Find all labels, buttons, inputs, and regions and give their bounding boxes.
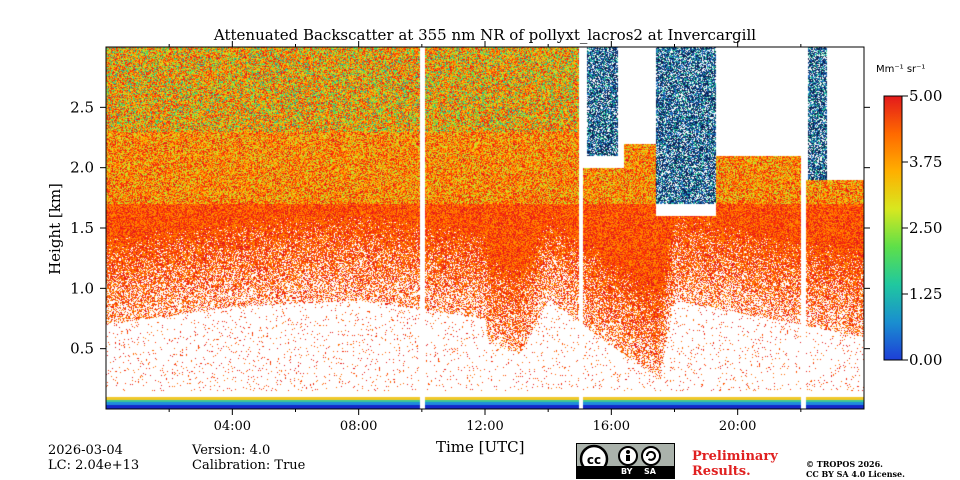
colorbar-tick-label-3: 3.75 <box>909 153 942 171</box>
footer-date: 2026-03-04 <box>48 443 123 458</box>
x-tick-label-0: 04:00 <box>214 419 251 434</box>
footer-version: Version: 4.0 <box>192 443 271 458</box>
x-tick-label-3: 16:00 <box>593 419 630 434</box>
x-tick-label-1: 08:00 <box>340 419 377 434</box>
y-tick-label-0: 0.5 <box>70 340 94 358</box>
colorbar-area <box>884 96 902 360</box>
y-tick-label-4: 2.5 <box>70 98 94 116</box>
footer-calibration: Calibration: True <box>192 458 306 473</box>
x-axis: 04:00 08:00 12:00 16:00 20:00 <box>168 41 802 434</box>
cc-sa-text: SA <box>644 467 656 476</box>
sa-icon <box>641 446 661 466</box>
footer-lc: LC: 2.04e+13 <box>48 458 140 473</box>
colorbar-label: Mm⁻¹ sr⁻¹ <box>876 64 926 75</box>
preliminary-line2: Results. <box>692 464 751 479</box>
x-tick-label-4: 20:00 <box>719 419 756 434</box>
colorbar-tick-label-0: 0.00 <box>909 351 942 369</box>
cc-by-text: BY <box>621 467 633 476</box>
colorbar-tick-label-4: 5.00 <box>909 87 942 105</box>
y-tick-label-2: 1.5 <box>70 219 94 237</box>
cc-license-badge: cc BY SA <box>576 443 675 479</box>
copyright-line2: CC BY SA 4.0 License. <box>806 469 905 479</box>
y-tick-label-3: 2.0 <box>70 159 94 177</box>
preliminary-line1: Preliminary <box>692 449 778 464</box>
colorbar <box>884 96 902 360</box>
x-tick-label-2: 12:00 <box>466 419 503 434</box>
y-axis-label: Height [km] <box>46 183 64 275</box>
x-axis-label: Time [UTC] <box>436 438 525 456</box>
colorbar-axis: 0.00 1.25 2.50 3.75 5.00 <box>902 87 942 369</box>
colorbar-tick-label-2: 2.50 <box>909 219 942 237</box>
y-axis: 0.5 1.0 1.5 2.0 2.5 <box>70 98 870 358</box>
chart-title: Attenuated Backscatter at 355 nm NR of p… <box>213 26 757 44</box>
copyright-line1: © TROPOS 2026. <box>806 459 883 469</box>
backscatter-heatmap <box>106 47 864 409</box>
y-tick-label-1: 1.0 <box>70 279 94 297</box>
heatmap-area <box>106 47 864 409</box>
svg-text:cc: cc <box>587 453 601 467</box>
colorbar-tick-label-1: 1.25 <box>909 285 942 303</box>
